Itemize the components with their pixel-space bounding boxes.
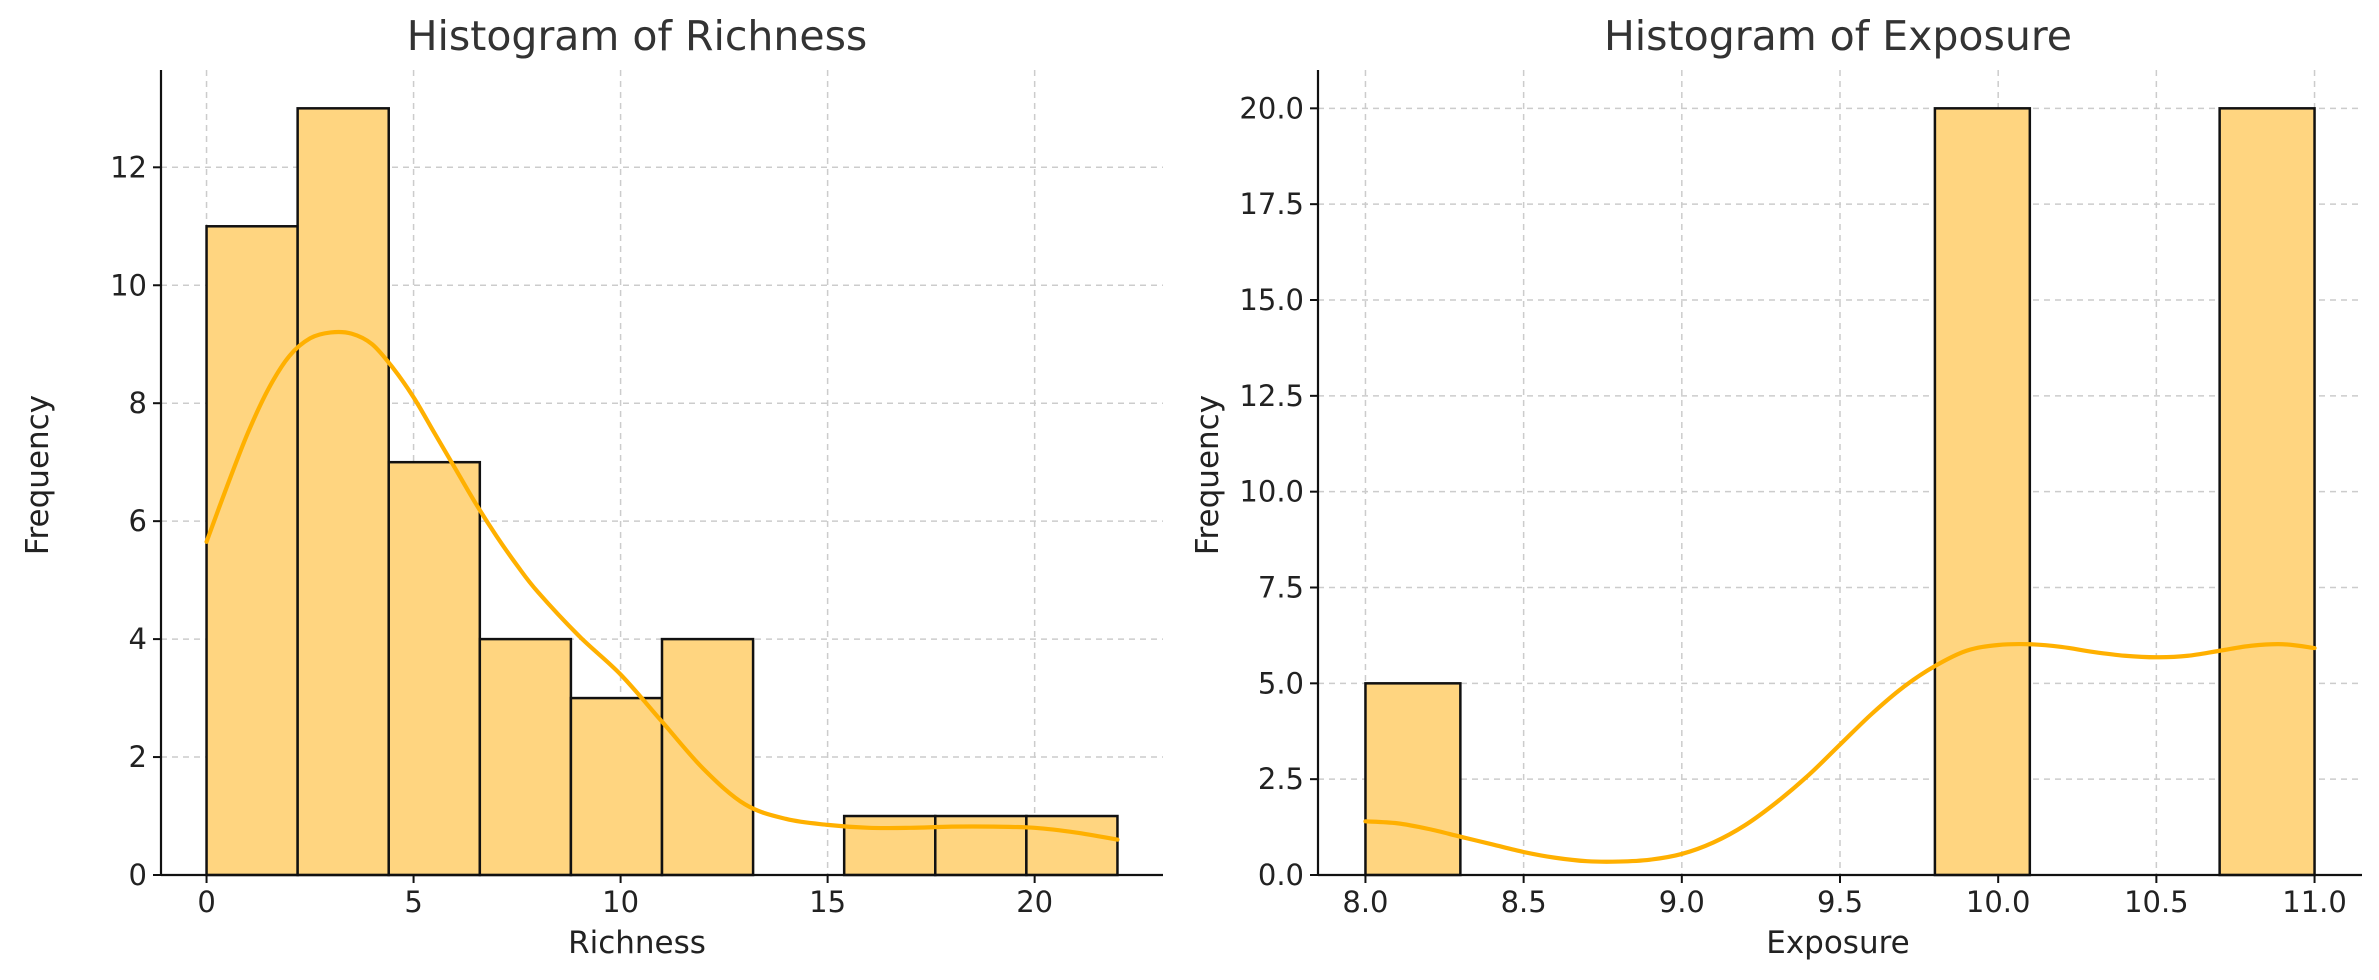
histogram-bar [1364, 682, 1462, 877]
histogram-bar [387, 460, 482, 877]
histogram-bar [296, 107, 390, 877]
x-tick-label: 8.0 [1342, 885, 1388, 919]
histogram-bar [205, 225, 299, 877]
y-tick-label: 0.0 [1258, 858, 1304, 892]
histogram-bar [660, 637, 755, 877]
x-axis-label: Richness [568, 925, 706, 961]
x-tick-label: 15 [809, 885, 846, 919]
y-tick-label: 7.5 [1258, 571, 1304, 605]
y-tick-label: 20.0 [1239, 91, 1304, 125]
y-tick-label: 10 [110, 268, 147, 302]
y-tick-label: 5.0 [1258, 666, 1304, 700]
kde-line [204, 329, 1120, 842]
plot-area: 8.0 8.5 9.0 9.5 10.0 10.5 11.0 0.0 2.5 5.0 7.5 10.0… [1239, 70, 2362, 919]
chart-title: Histogram of Exposure [1604, 12, 2072, 60]
x-axis-label: Exposure [1766, 925, 1910, 961]
y-tick-label: 12 [110, 150, 147, 184]
chart-title: Histogram of Richness [407, 12, 868, 60]
histogram-bar [1933, 107, 2032, 877]
x-tick-label: 10.0 [1966, 885, 2031, 919]
x-tick-label: 20 [1016, 885, 1053, 919]
histogram-bar [569, 696, 664, 877]
histogram-bar [2218, 107, 2316, 877]
plot-area: 0 5 10 15 20 0 2 4 6 8 10 12 [110, 70, 1163, 919]
y-tick-label: 12.5 [1239, 379, 1304, 413]
x-tick-label: 11.0 [2282, 885, 2347, 919]
y-tick-label: 4 [129, 622, 147, 656]
x-tick-label: 9.5 [1817, 885, 1863, 919]
x-tick-label: 10.5 [2124, 885, 2189, 919]
y-tick-label: 2.5 [1258, 762, 1304, 796]
y-tick-label: 8 [129, 386, 147, 420]
y-tick-label: 6 [129, 504, 147, 538]
x-tick-label: 10 [602, 885, 639, 919]
x-tick-label: 8.5 [1501, 885, 1547, 919]
y-tick-label: 15.0 [1239, 283, 1304, 317]
x-tick-label: 5 [404, 885, 422, 919]
histogram-bar [1025, 814, 1119, 877]
y-axis-label: Frequency [20, 395, 56, 555]
y-axis-label: Frequency [1190, 395, 1226, 555]
exposure-histogram-panel: Histogram of Exposure Exposure Frequency… [1190, 12, 2362, 961]
histogram-bar [478, 637, 573, 877]
richness-histogram-panel: Histogram of Richness Richness Frequency… [20, 12, 1163, 961]
y-tick-label: 2 [129, 740, 147, 774]
histogram-bar [842, 814, 937, 877]
y-tick-label: 17.5 [1239, 187, 1304, 221]
kde-line [1363, 641, 2317, 864]
y-tick-label: 0 [129, 858, 147, 892]
x-tick-label: 9.0 [1659, 885, 1705, 919]
y-tick-label: 10.0 [1239, 475, 1304, 509]
x-tick-label: 0 [197, 885, 215, 919]
